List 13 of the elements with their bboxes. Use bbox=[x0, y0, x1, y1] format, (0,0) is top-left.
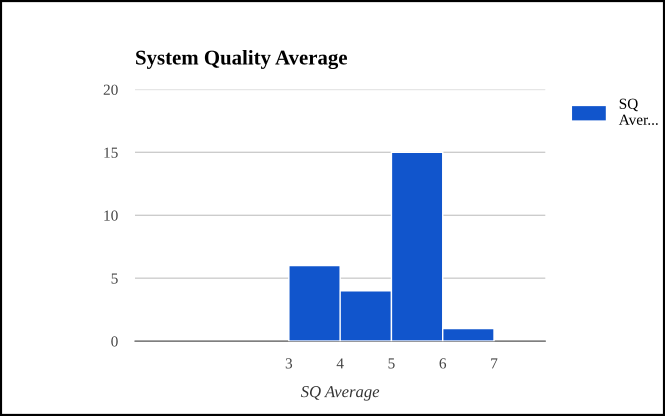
x-tick-label: 5 bbox=[388, 358, 395, 369]
x-tick-label: 6 bbox=[440, 358, 446, 369]
x-tick-label: 7 bbox=[491, 358, 498, 368]
y-tick-label: 20 bbox=[104, 84, 118, 95]
x-tick-label: 3 bbox=[286, 358, 292, 369]
y-tick-label: 15 bbox=[104, 148, 118, 158]
legend-label: SQ Aver... bbox=[618, 98, 658, 125]
y-tick-label: 5 bbox=[112, 273, 118, 284]
x-tick-label: 4 bbox=[336, 358, 344, 368]
chart-title: System Quality Average bbox=[136, 50, 348, 70]
y-tick-label: 0 bbox=[111, 336, 118, 347]
x-axis-title: SQ Average bbox=[300, 386, 380, 401]
y-tick-label: 10 bbox=[104, 210, 118, 221]
